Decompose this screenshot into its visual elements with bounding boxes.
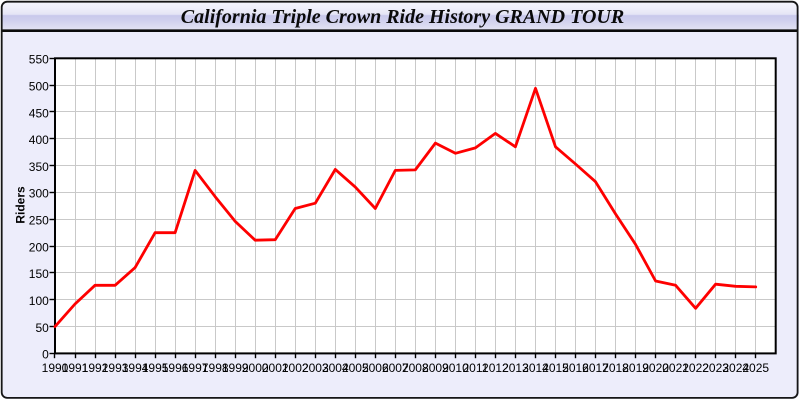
svg-text:250: 250: [29, 214, 49, 228]
svg-text:2006: 2006: [362, 361, 389, 375]
svg-text:1994: 1994: [122, 361, 149, 375]
svg-text:2012: 2012: [482, 361, 509, 375]
svg-text:1995: 1995: [142, 361, 169, 375]
svg-text:2019: 2019: [622, 361, 649, 375]
svg-text:1991: 1991: [62, 361, 89, 375]
svg-text:Riders: Riders: [13, 186, 27, 224]
svg-text:500: 500: [29, 79, 49, 93]
svg-text:2001: 2001: [262, 361, 289, 375]
svg-text:150: 150: [29, 267, 49, 281]
svg-text:2020: 2020: [642, 361, 669, 375]
svg-text:2007: 2007: [382, 361, 409, 375]
svg-text:300: 300: [29, 187, 49, 201]
svg-text:2024: 2024: [722, 361, 749, 375]
svg-text:0: 0: [42, 348, 49, 362]
svg-text:2005: 2005: [342, 361, 369, 375]
svg-text:2009: 2009: [422, 361, 449, 375]
svg-text:400: 400: [29, 133, 49, 147]
svg-text:2010: 2010: [442, 361, 469, 375]
svg-text:1996: 1996: [162, 361, 189, 375]
svg-text:1998: 1998: [202, 361, 229, 375]
svg-text:2017: 2017: [582, 361, 609, 375]
svg-text:2004: 2004: [322, 361, 349, 375]
svg-text:2002: 2002: [282, 361, 309, 375]
svg-text:200: 200: [29, 240, 49, 254]
svg-text:100: 100: [29, 294, 49, 308]
svg-text:2008: 2008: [402, 361, 429, 375]
svg-text:2022: 2022: [682, 361, 709, 375]
svg-text:1999: 1999: [222, 361, 249, 375]
svg-text:450: 450: [29, 106, 49, 120]
svg-text:350: 350: [29, 160, 49, 174]
svg-text:2023: 2023: [702, 361, 729, 375]
svg-text:550: 550: [29, 53, 49, 67]
svg-text:2003: 2003: [302, 361, 329, 375]
svg-text:2016: 2016: [562, 361, 589, 375]
svg-text:50: 50: [35, 321, 49, 335]
svg-text:1990: 1990: [42, 361, 69, 375]
svg-text:1992: 1992: [82, 361, 109, 375]
svg-text:1997: 1997: [182, 361, 209, 375]
svg-text:2015: 2015: [542, 361, 569, 375]
svg-text:2013: 2013: [502, 361, 529, 375]
svg-text:2025: 2025: [742, 361, 769, 375]
svg-text:2011: 2011: [462, 361, 488, 375]
svg-text:2018: 2018: [602, 361, 629, 375]
svg-text:2021: 2021: [662, 361, 689, 375]
svg-text:1993: 1993: [102, 361, 129, 375]
svg-text:2014: 2014: [522, 361, 549, 375]
svg-text:2000: 2000: [242, 361, 269, 375]
